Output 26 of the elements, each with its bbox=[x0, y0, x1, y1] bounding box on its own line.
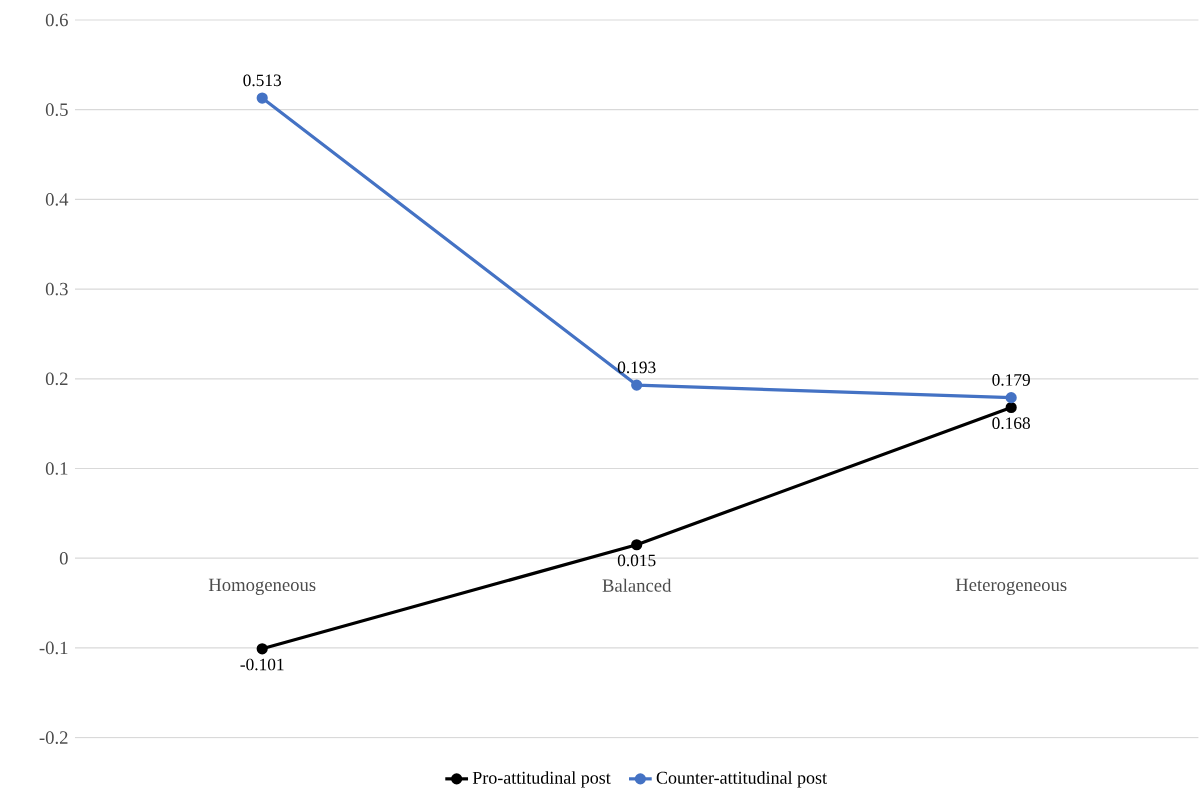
y-tick-label: 0.2 bbox=[45, 372, 68, 386]
data-label: 0.193 bbox=[617, 361, 656, 374]
y-tick-label: 0.4 bbox=[45, 193, 69, 206]
x-tick-label: Balanced bbox=[602, 578, 672, 593]
x-tick-label: Heterogeneous bbox=[955, 578, 1067, 596]
legend-label: Counter-attitudinal post bbox=[656, 771, 827, 788]
y-tick-label: 0.3 bbox=[45, 282, 68, 296]
y-tick-label: -0.1 bbox=[39, 641, 68, 655]
point bbox=[631, 539, 643, 551]
y-tick-label: 0.1 bbox=[45, 462, 68, 476]
y-tick-label: 0.6 bbox=[45, 13, 68, 27]
x-tick-label: Homogeneous bbox=[208, 578, 316, 596]
data-label: 0.168 bbox=[992, 417, 1030, 430]
data-label: 0.179 bbox=[992, 374, 1030, 387]
point bbox=[1005, 392, 1017, 404]
data-label: 0.015 bbox=[617, 554, 656, 567]
point bbox=[631, 379, 643, 391]
legend-label: Pro-attitudinal post bbox=[472, 771, 611, 788]
y-tick-label: 0 bbox=[59, 552, 68, 565]
y-tick-label: -0.2 bbox=[39, 731, 68, 745]
point bbox=[256, 92, 268, 104]
point bbox=[1005, 402, 1017, 414]
data-label: 0.513 bbox=[243, 74, 282, 87]
data-label: -0.101 bbox=[240, 658, 284, 671]
y-tick-label: 0.5 bbox=[45, 103, 68, 117]
point bbox=[256, 643, 268, 655]
